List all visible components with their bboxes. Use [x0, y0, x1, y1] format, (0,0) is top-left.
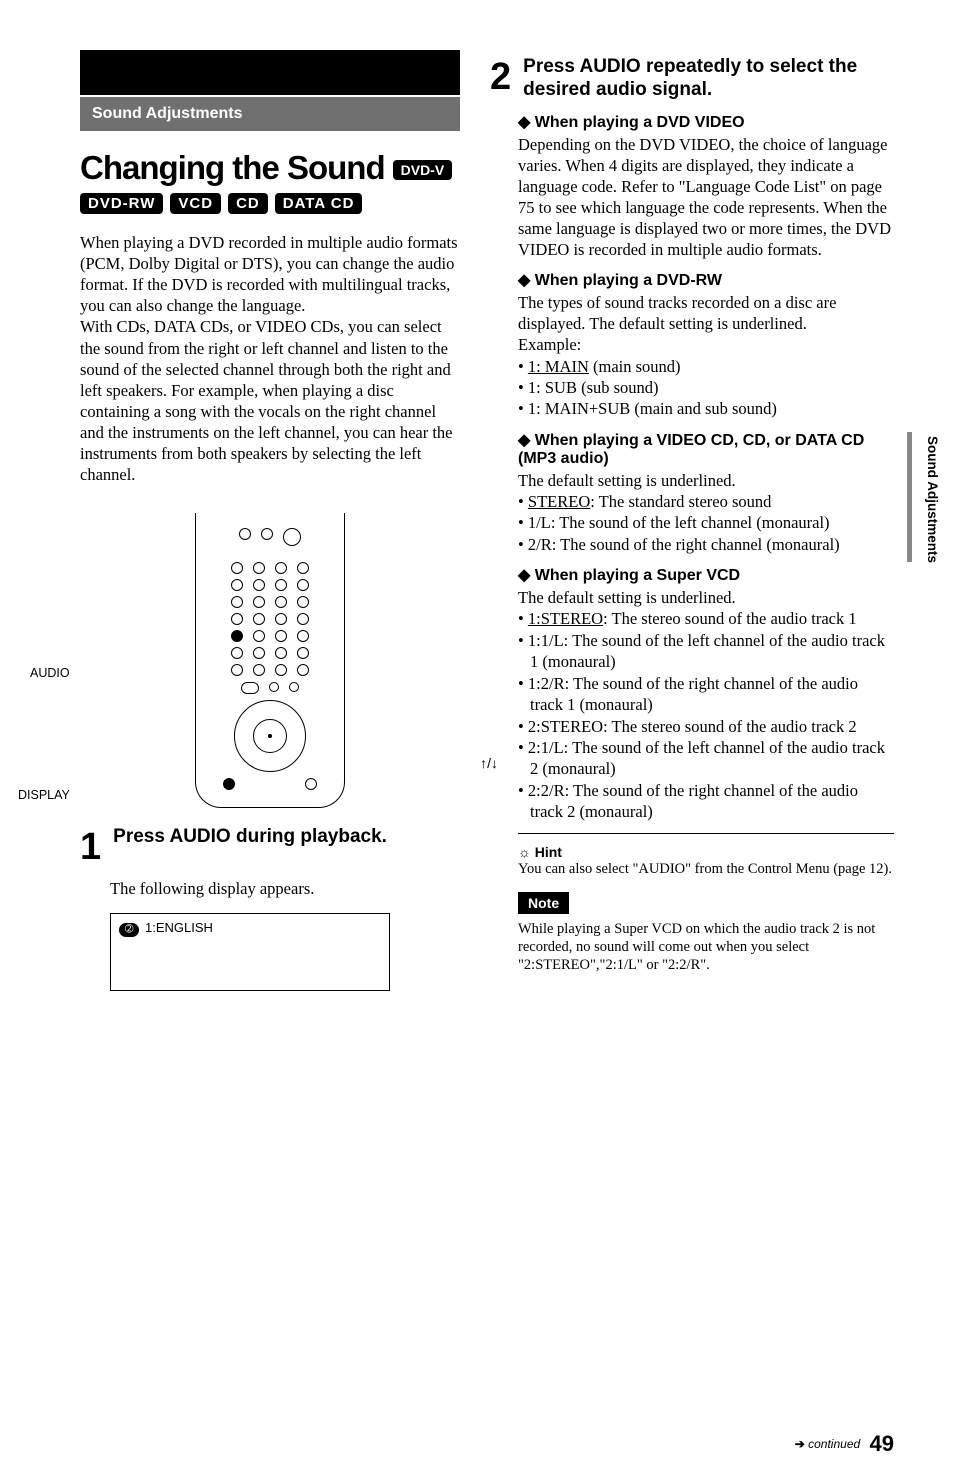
badge-dvdrw: DVD-RW [80, 193, 163, 214]
bullet-svcd-2: 1:2/R: The sound of the right channel of… [518, 673, 894, 716]
continued-arrow-icon: ➔ [795, 1437, 805, 1451]
example-label: Example: [518, 334, 894, 355]
remote-label-audio: AUDIO [30, 666, 70, 680]
note-body: While playing a Super VCD on which the a… [518, 920, 894, 974]
hint-body: You can also select "AUDIO" from the Con… [518, 860, 894, 878]
section-label: Sound Adjustments [80, 97, 460, 131]
body-svcd: The default setting is underlined. [518, 587, 894, 608]
bullet-svcd-1: 1:1/L: The sound of the left channel of … [518, 630, 894, 673]
title-badge-dvdv: DVD-V [393, 160, 453, 180]
subhead-dvd-rw: When playing a DVD-RW [518, 270, 894, 290]
step-2-content: When playing a DVD VIDEO Depending on th… [518, 112, 894, 823]
side-tab-bar [907, 432, 912, 562]
step-2: 2 Press AUDIO repeatedly to select the d… [490, 56, 894, 102]
step-1: 1 Press AUDIO during playback. [80, 826, 460, 869]
remote-body [195, 513, 345, 808]
two-column-layout: Sound Adjustments Changing the Sound DVD… [80, 50, 894, 991]
right-column: 2 Press AUDIO repeatedly to select the d… [490, 50, 894, 991]
step-1-title: Press AUDIO during playback. [113, 826, 387, 849]
remote-label-updown: ↑/↓ [480, 755, 498, 771]
badge-row: DVD-RW VCD CD DATA CD [80, 193, 460, 214]
bullet-rw-0: 1: MAIN (main sound) [518, 356, 894, 377]
subhead-vcd-cd: When playing a VIDEO CD, CD, or DATA CD … [518, 430, 894, 468]
badge-cd: CD [228, 193, 268, 214]
remote-dpad [234, 700, 306, 772]
page-footer: ➔ continued 49 [795, 1431, 894, 1457]
remote-diagram: AUDIO DISPLAY ↑/↓ [80, 513, 460, 808]
bullet-vcd-0: STEREO: The standard stereo sound [518, 491, 894, 512]
hint-label: Hint [518, 844, 894, 860]
note-label: Note [518, 892, 569, 914]
body-dvd-video: Depending on the DVD VIDEO, the choice o… [518, 134, 894, 261]
intro-paragraph-2: With CDs, DATA CDs, or VIDEO CDs, you ca… [80, 316, 460, 485]
side-tab-label: Sound Adjustments [925, 436, 940, 563]
header-black-bar [80, 50, 460, 95]
bullet-rw-1: 1: SUB (sub sound) [518, 377, 894, 398]
separator [518, 833, 894, 834]
bullet-svcd-0: 1:STEREO: The stereo sound of the audio … [518, 608, 894, 629]
bullet-vcd-1: 1/L: The sound of the left channel (mona… [518, 512, 894, 533]
page-number: 49 [870, 1431, 894, 1456]
display-pill-icon: ➁ [119, 923, 139, 937]
subhead-dvd-video: When playing a DVD VIDEO [518, 112, 894, 132]
remote-label-display: DISPLAY [18, 788, 70, 802]
display-box: ➁ 1:ENGLISH [110, 913, 390, 991]
bullet-svcd-5: 2:2/R: The sound of the right channel of… [518, 780, 894, 823]
main-title: Changing the Sound [80, 149, 385, 186]
body-dvd-rw: The types of sound tracks recorded on a … [518, 292, 894, 334]
bullet-svcd-4: 2:1/L: The sound of the left channel of … [518, 737, 894, 780]
title-row: Changing the Sound DVD-V [80, 149, 460, 187]
step-1-sub: The following display appears. [110, 879, 460, 899]
continued-label: continued [808, 1437, 860, 1451]
step-2-number: 2 [490, 56, 511, 99]
bullet-rw-2: 1: MAIN+SUB (main and sub sound) [518, 398, 894, 419]
badge-vcd: VCD [170, 193, 221, 214]
body-vcd-cd: The default setting is underlined. [518, 470, 894, 491]
badge-datacd: DATA CD [275, 193, 363, 214]
display-text: 1:ENGLISH [145, 920, 213, 935]
bullet-vcd-2: 2/R: The sound of the right channel (mon… [518, 534, 894, 555]
subhead-svcd: When playing a Super VCD [518, 565, 894, 585]
bullet-svcd-3: 2:STEREO: The stereo sound of the audio … [518, 716, 894, 737]
intro-paragraph-1: When playing a DVD recorded in multiple … [80, 232, 460, 316]
step-2-title: Press AUDIO repeatedly to select the des… [523, 56, 894, 102]
left-column: Sound Adjustments Changing the Sound DVD… [80, 50, 460, 991]
step-1-number: 1 [80, 826, 101, 869]
